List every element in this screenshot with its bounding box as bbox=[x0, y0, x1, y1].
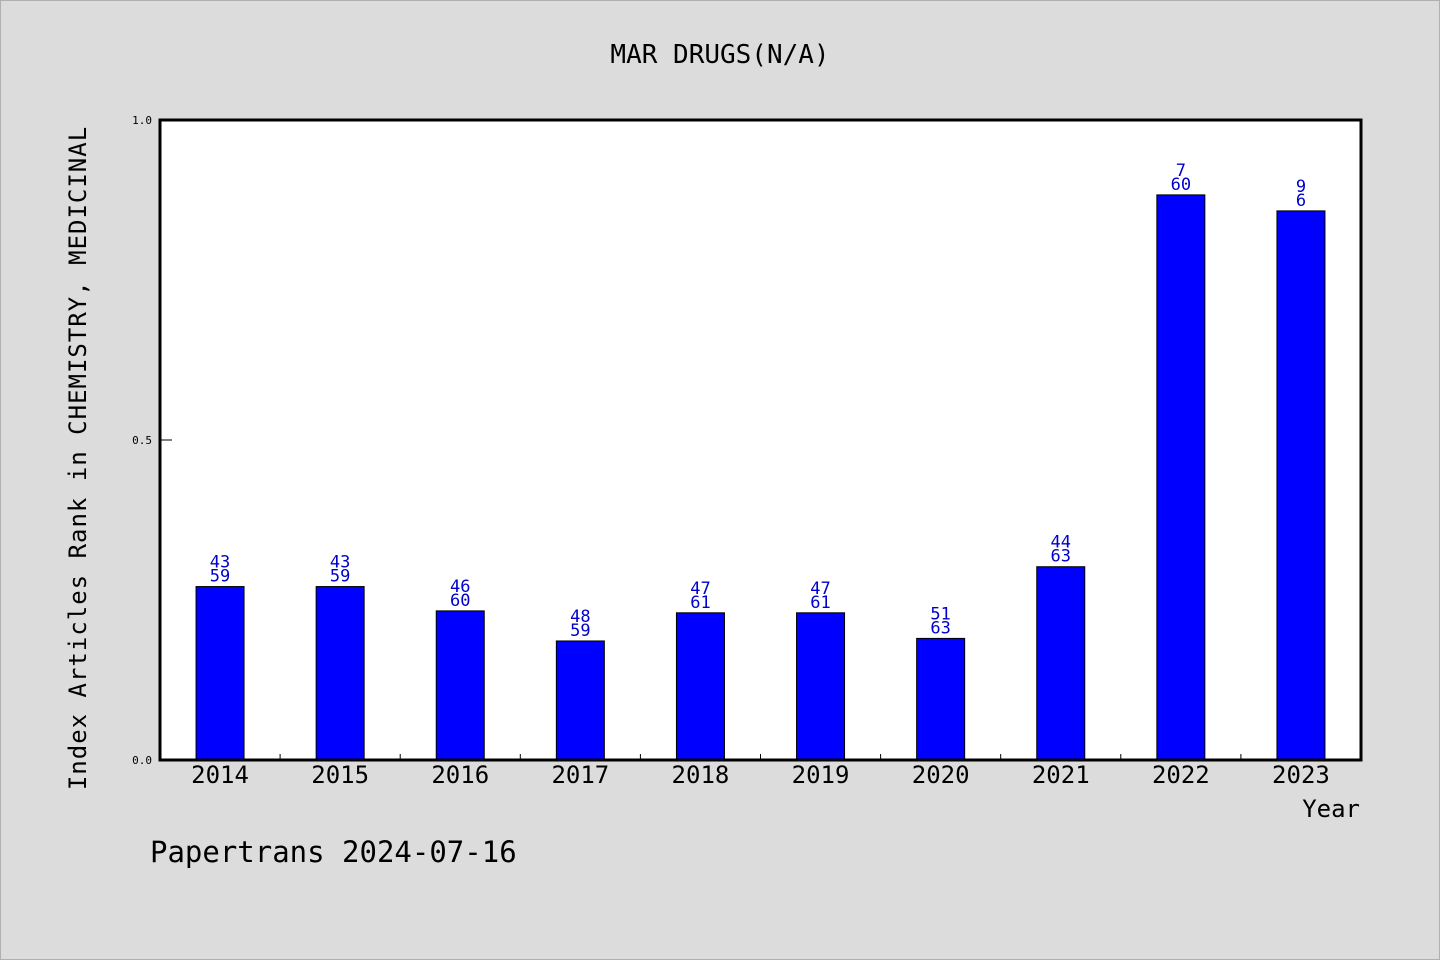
bar-2016 bbox=[435, 610, 485, 761]
bar-2015 bbox=[315, 586, 365, 761]
y-axis-label: Index Articles Rank in CHEMISTRY, MEDICI… bbox=[64, 126, 92, 790]
data-label-bottom-2023: 6 bbox=[1296, 191, 1306, 211]
data-label-bottom-2018: 61 bbox=[690, 593, 710, 613]
x-tick-label-2014: 2014 bbox=[191, 761, 249, 789]
bar-2014 bbox=[195, 586, 245, 761]
plot-border bbox=[158, 118, 1363, 762]
data-label-top-2017: 48 bbox=[570, 607, 590, 627]
x-tick-label-2017: 2017 bbox=[551, 761, 609, 789]
chart-title: MAR DRUGS(N/A) bbox=[610, 40, 829, 70]
data-label-bottom-2019: 61 bbox=[810, 593, 830, 613]
data-label-bottom-2014: 59 bbox=[210, 567, 230, 587]
x-tick-label-2023: 2023 bbox=[1272, 761, 1330, 789]
y-tick-label: 0.5 bbox=[132, 434, 152, 447]
bar-2021 bbox=[1036, 566, 1086, 761]
y-tick-label: 0.0 bbox=[132, 754, 152, 767]
bar-2017 bbox=[555, 640, 605, 761]
bar-2023 bbox=[1276, 210, 1326, 761]
data-label-top-2015: 43 bbox=[330, 553, 350, 573]
bar-2020 bbox=[916, 637, 966, 761]
x-tick-label-2015: 2015 bbox=[311, 761, 369, 789]
bar-2019 bbox=[796, 612, 846, 761]
data-label-top-2014: 43 bbox=[210, 553, 230, 573]
x-tick-label-2016: 2016 bbox=[431, 761, 489, 789]
x-tick-label-2021: 2021 bbox=[1032, 761, 1090, 789]
ticks-group: 2014 2015 2016 2017 2018 2019 2020 2021 2022 2023… bbox=[132, 114, 1330, 789]
data-label-top-2022: 7 bbox=[1176, 161, 1186, 181]
data-label-bottom-2022: 60 bbox=[1171, 175, 1191, 195]
data-label-bottom-2015: 59 bbox=[330, 567, 350, 587]
footer-credit: Papertrans 2024-07-16 bbox=[150, 835, 517, 869]
x-tick-label-2022: 2022 bbox=[1152, 761, 1210, 789]
data-label-top-2018: 47 bbox=[690, 579, 710, 599]
data-label-top-2023: 9 bbox=[1296, 177, 1306, 197]
bar-2022 bbox=[1156, 194, 1206, 761]
y-tick-label: 1.0 bbox=[132, 114, 152, 127]
data-label-top-2016: 46 bbox=[450, 577, 470, 597]
data-label-bottom-2021: 63 bbox=[1051, 547, 1071, 567]
x-tick-label-2019: 2019 bbox=[792, 761, 850, 789]
data-label-bottom-2020: 63 bbox=[930, 618, 950, 638]
x-axis-label: Year bbox=[1302, 795, 1360, 823]
x-tick-label-2020: 2020 bbox=[912, 761, 970, 789]
bar-2018 bbox=[675, 612, 725, 761]
data-label-top-2020: 51 bbox=[930, 604, 950, 624]
data-label-bottom-2016: 60 bbox=[450, 591, 470, 611]
data-label-top-2021: 44 bbox=[1051, 533, 1071, 553]
x-tick-label-2018: 2018 bbox=[672, 761, 730, 789]
bars-group bbox=[195, 194, 1326, 761]
data-label-bottom-2017: 59 bbox=[570, 621, 590, 641]
data-label-top-2019: 47 bbox=[810, 579, 830, 599]
